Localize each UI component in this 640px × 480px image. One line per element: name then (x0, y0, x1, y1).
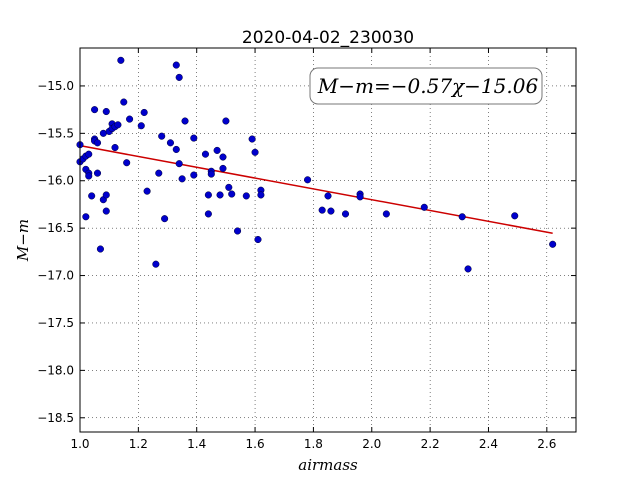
data-point (178, 175, 186, 183)
y-tick-labels: −15.0 −15.5 −16.0 −16.5 −17.0 −17.5 −18.0 −18.5 (37, 79, 74, 425)
y-tick-label: −18.5 (37, 411, 74, 425)
data-point (85, 172, 93, 180)
data-point (327, 207, 335, 215)
data-point (91, 106, 99, 114)
x-axis-label: airmass (298, 456, 358, 474)
data-point (166, 139, 174, 147)
data-point (96, 245, 104, 253)
data-point (123, 159, 131, 167)
data-point (85, 150, 93, 158)
data-point (93, 169, 102, 177)
data-point (102, 207, 110, 215)
data-point (420, 203, 428, 211)
x-tick-labels: 1.0 1.2 1.4 1.6 1.8 2.0 2.2 2.4 2.6 (70, 437, 556, 451)
data-point (234, 227, 242, 235)
x-tick-label: 1.2 (129, 437, 148, 451)
x-tick-label: 2.4 (479, 437, 498, 451)
data-point (213, 146, 221, 154)
data-point (82, 213, 90, 221)
fit-equation-box: M−m=−0.57χ−15.06 (309, 67, 543, 105)
data-point (111, 144, 119, 152)
data-point (152, 260, 160, 268)
data-point (257, 191, 265, 199)
data-points (76, 56, 557, 273)
data-point (102, 191, 110, 199)
data-point (158, 132, 166, 140)
y-tick-label: −15.5 (37, 126, 74, 140)
data-point (207, 170, 215, 178)
data-point (382, 210, 390, 218)
data-point (114, 121, 122, 129)
data-point (137, 122, 145, 130)
data-point (120, 98, 128, 106)
data-point (93, 139, 102, 147)
data-point (464, 265, 472, 273)
fit-line-layer (79, 144, 553, 234)
data-point (126, 115, 134, 123)
axis-ticks (79, 48, 576, 432)
data-point (254, 235, 262, 244)
data-point (172, 145, 180, 154)
data-point (190, 171, 198, 179)
data-point (140, 108, 148, 117)
x-tick-label: 2.6 (537, 437, 556, 451)
x-tick-label: 1.0 (70, 437, 89, 451)
data-point (324, 192, 332, 200)
data-point (251, 148, 259, 156)
data-point (161, 215, 169, 223)
x-tick-label: 1.6 (246, 437, 265, 451)
y-tick-label: −16.5 (37, 221, 74, 235)
y-tick-label: −17.0 (37, 269, 74, 283)
grid (79, 48, 576, 432)
data-point (88, 192, 96, 200)
data-point (117, 56, 125, 64)
data-point (102, 107, 110, 116)
y-axis-label: M−m (14, 219, 32, 262)
x-tick-label: 2.2 (421, 437, 440, 451)
data-point (201, 150, 210, 158)
data-point (511, 212, 519, 220)
data-point (172, 61, 180, 69)
data-point (219, 164, 227, 172)
x-tick-label: 1.8 (304, 437, 323, 451)
data-point (304, 176, 312, 184)
data-point (155, 169, 163, 177)
data-point (175, 73, 183, 81)
data-point (190, 134, 198, 142)
data-point (341, 210, 350, 218)
data-point (356, 193, 364, 201)
data-point (222, 117, 230, 125)
data-point (204, 191, 212, 199)
data-point (318, 206, 326, 214)
data-point (225, 183, 233, 191)
data-point (242, 192, 250, 200)
data-point (143, 187, 151, 195)
data-point (219, 153, 227, 161)
x-tick-label: 1.4 (187, 437, 206, 451)
data-point (216, 191, 224, 199)
data-point (228, 190, 236, 198)
chart-title: 2020-04-02_230030 (242, 28, 414, 48)
fit-equation-frame (309, 67, 543, 105)
data-point (181, 117, 189, 125)
y-tick-label: −15.0 (37, 79, 74, 93)
data-point (248, 135, 256, 143)
fit-line (79, 144, 553, 234)
y-tick-label: −17.5 (37, 316, 74, 330)
data-point (458, 213, 466, 221)
plot-frame (79, 47, 577, 433)
x-tick-label: 2.0 (362, 437, 381, 451)
data-point (175, 160, 183, 168)
y-tick-label: −18.0 (37, 363, 74, 377)
y-tick-label: −16.0 (37, 174, 74, 188)
data-point (204, 210, 212, 218)
fit-equation: M−m=−0.57χ−15.06 (317, 74, 539, 98)
data-point (549, 240, 557, 248)
